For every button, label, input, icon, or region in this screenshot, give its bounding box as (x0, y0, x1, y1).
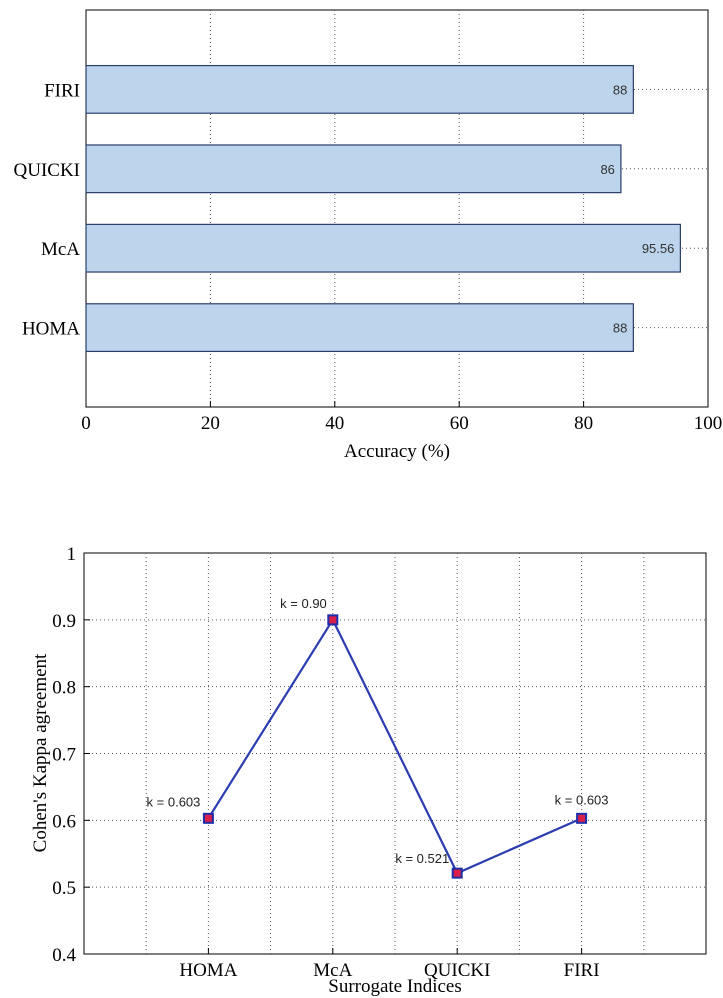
accuracy-bar-chart: 88 95.56 86 88 HOMA McA QUICKI FIRI 0 20 40 60 80 1… (14, 9, 722, 462)
y-tick-label: 0.4 (52, 945, 76, 966)
bar-value-label: 88 (613, 321, 627, 336)
category-tick-labels: HOMA McA QUICKI FIRI (179, 948, 600, 981)
x-tick-label: 20 (201, 413, 220, 434)
series-marker (327, 614, 339, 626)
x-axis-label: Accuracy (%) (344, 441, 450, 462)
point-value-label: k = 0.603 (555, 792, 609, 807)
point-value-label: k = 0.90 (280, 596, 327, 611)
bars (85, 64, 681, 353)
category-tick-label: FIRI (564, 960, 600, 981)
x-tick-labels: 0 20 40 60 80 100 (81, 401, 722, 434)
y-tick-label: 0.7 (52, 745, 76, 766)
category-tick-label: HOMA (179, 960, 237, 981)
bar-value-label: 88 (613, 82, 627, 97)
x-axis-label: Surrogate Indices (328, 976, 461, 997)
series-marker (451, 867, 463, 879)
x-tick-label: 100 (694, 413, 723, 434)
series-line (207, 617, 583, 875)
bar-value-label: 95.56 (642, 241, 675, 256)
bar-value-labels: 88 95.56 86 88 (600, 82, 674, 335)
category-tick-label: QUICKI (14, 160, 81, 181)
y-tick-label: 1 (67, 544, 77, 565)
category-tick-label: McA (41, 239, 80, 260)
category-tick-label: McA (313, 960, 352, 981)
x-tick-label: 40 (325, 413, 344, 434)
bar (85, 64, 634, 114)
y-axis-label: Cohen's Kappa agreement (30, 653, 51, 852)
series-marker (202, 812, 214, 824)
category-tick-label: FIRI (44, 80, 80, 101)
bar (85, 223, 681, 273)
series-marker (576, 812, 588, 824)
bar-value-label: 86 (600, 162, 614, 177)
y-tick-label: 0.8 (52, 678, 76, 699)
point-value-label: k = 0.603 (147, 794, 201, 809)
plot-area-frame (85, 9, 709, 408)
grid-lines (84, 553, 706, 954)
category-tick-label: HOMA (22, 319, 80, 340)
series-markers (202, 614, 588, 879)
bar (85, 144, 622, 194)
x-tick-label: 80 (574, 413, 593, 434)
x-tick-label: 60 (450, 413, 469, 434)
category-tick-labels: HOMA McA QUICKI FIRI (14, 80, 81, 339)
bar (85, 303, 634, 353)
series-line (207, 617, 583, 875)
x-tick-label: 0 (81, 413, 91, 434)
y-tick-label: 0.6 (52, 811, 76, 832)
y-tick-label: 0.9 (52, 611, 76, 632)
category-tick-label: QUICKI (424, 960, 491, 981)
y-tick-labels: 0.4 0.5 0.6 0.7 0.8 0.9 1 (52, 544, 90, 966)
point-value-labels: k = 0.603 k = 0.90 k = 0.521 k = 0.603 (147, 596, 609, 866)
point-value-label: k = 0.521 (395, 851, 449, 866)
y-tick-label: 0.5 (52, 878, 76, 899)
